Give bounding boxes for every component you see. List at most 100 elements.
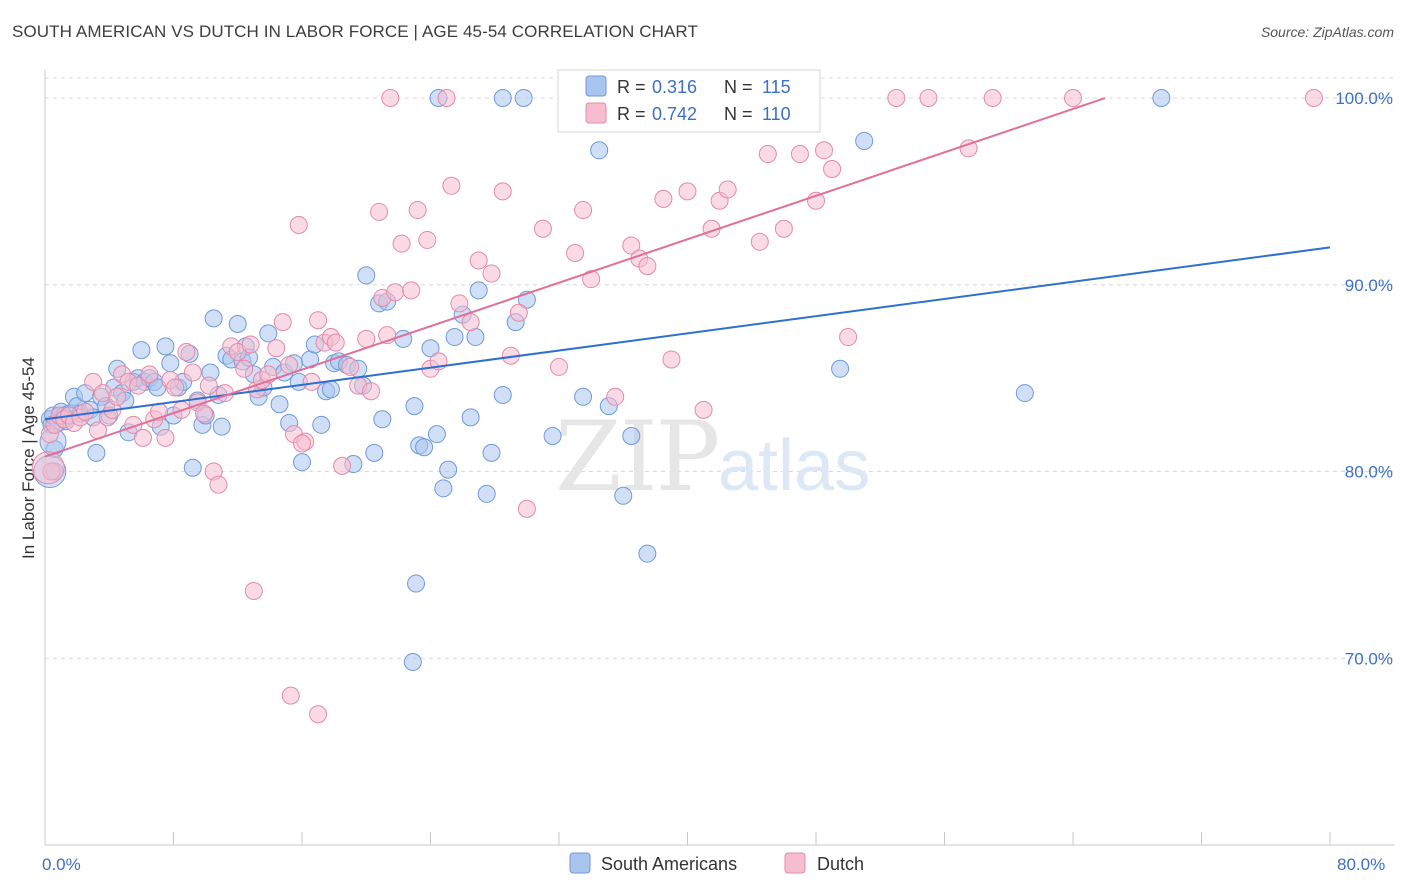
scatter-point [381,89,400,108]
bottom-legend-swatch-blue [569,852,591,874]
scatter-point [370,202,389,221]
scatter-point [270,395,289,414]
scatter-point [267,339,286,358]
scatter-point [550,357,568,376]
scatter-point [309,705,328,724]
scatter-point [129,376,148,395]
x-tick-label-max: 80.0% [1337,855,1385,874]
scatter-point [477,484,496,503]
scatter-point [434,479,453,498]
legend-swatch-blue [585,75,607,97]
scatter-point [718,180,737,199]
scatter-point [281,686,300,705]
south-americans-trendline [44,246,1331,421]
scatter-point [662,350,681,369]
scatter-point [199,376,218,395]
scatter-point [209,475,228,494]
scatter-point [293,453,311,472]
y-tick-label: 80.0% [1345,463,1393,482]
scatter-point [758,145,777,164]
y-tick-label: 100.0% [1335,89,1393,108]
scatter-point [241,335,260,354]
scatter-point [678,182,697,201]
scatter-point [469,281,488,300]
scatter-point [1152,89,1171,108]
scatter-point [638,257,657,276]
scatter-point [606,387,625,406]
scatter-point [445,328,464,347]
scatter-point [614,486,633,505]
scatter-point [590,141,609,160]
scatter-point [831,359,850,378]
legend-n-value-blue: 115 [762,77,791,97]
chart-title: SOUTH AMERICAN VS DUTCH IN LABOR FORCE |… [12,22,698,41]
scatter-point [166,378,185,397]
dutch-trendline [44,97,1106,458]
scatter-point [161,354,180,373]
y-tick-labels: 70.0% 80.0% 90.0% 100.0% [1335,89,1393,668]
x-ticks [44,832,1331,845]
scatter-point [654,189,673,208]
scatter-point [774,219,793,238]
legend-swatch-pink [585,102,607,124]
scatter-point [622,236,641,255]
scatter-point [566,244,585,263]
scatter-point [326,333,345,352]
scatter-point [855,131,874,150]
scatter-point [293,434,311,453]
y-tick-label: 70.0% [1345,649,1393,668]
scatter-point [386,283,405,302]
scatter-point [312,415,331,434]
watermark-zip: ZIP [555,401,718,513]
scatter-point [212,417,231,436]
scatter-point [574,201,593,220]
scatter-point [514,89,533,108]
scatter-point [750,232,769,251]
scatter-point [259,324,278,343]
scatter-point [407,574,426,593]
scatter-point [442,176,461,195]
scatter-point [469,251,488,270]
scatter-point [533,219,552,238]
scatter-point [638,544,657,563]
bottom-legend-dutch: Dutch [817,854,864,874]
scatter-point [108,387,127,406]
scatter-point [1304,89,1323,108]
scatter-point [517,499,536,518]
scatter-point [983,89,1002,108]
scatter-point [392,234,411,253]
source-label: Source: ZipAtlas.com [1260,24,1394,40]
scatter-point [405,397,424,416]
scatter-point [437,89,456,108]
scatter-point [919,89,938,108]
scatter-point [321,380,340,399]
scatter-point [839,328,858,347]
legend-r-value-pink: 0.742 [652,104,697,124]
legend-r-value-blue: 0.316 [652,77,697,97]
scatter-point [482,443,501,462]
scatter-point [132,341,151,360]
scatter-point [959,139,978,158]
bottom-legend-south-americans: South Americans [601,854,737,874]
legend-r-label: R = [617,77,646,97]
scatter-point [204,309,223,328]
scatter-point [309,311,328,330]
scatter-point [365,443,384,462]
scatter-point [461,313,480,332]
scatter-point [461,408,480,427]
scatter-point [140,365,159,384]
y-tick-label: 90.0% [1345,276,1393,295]
scatter-point [244,582,263,601]
scatter-point [228,314,247,333]
legend-n-value-pink: 110 [762,104,791,124]
scatter-point [341,357,360,376]
y-axis-title: In Labor Force | Age 45-54 [19,357,38,559]
scatter-point [183,363,202,382]
watermark-atlas: atlas [718,426,870,506]
bottom-legend-swatch-pink [784,852,806,874]
scatter-point [156,337,175,356]
x-tick-label-min: 0.0% [42,855,81,874]
scatter-point [493,89,512,108]
scatter-point [156,428,175,447]
